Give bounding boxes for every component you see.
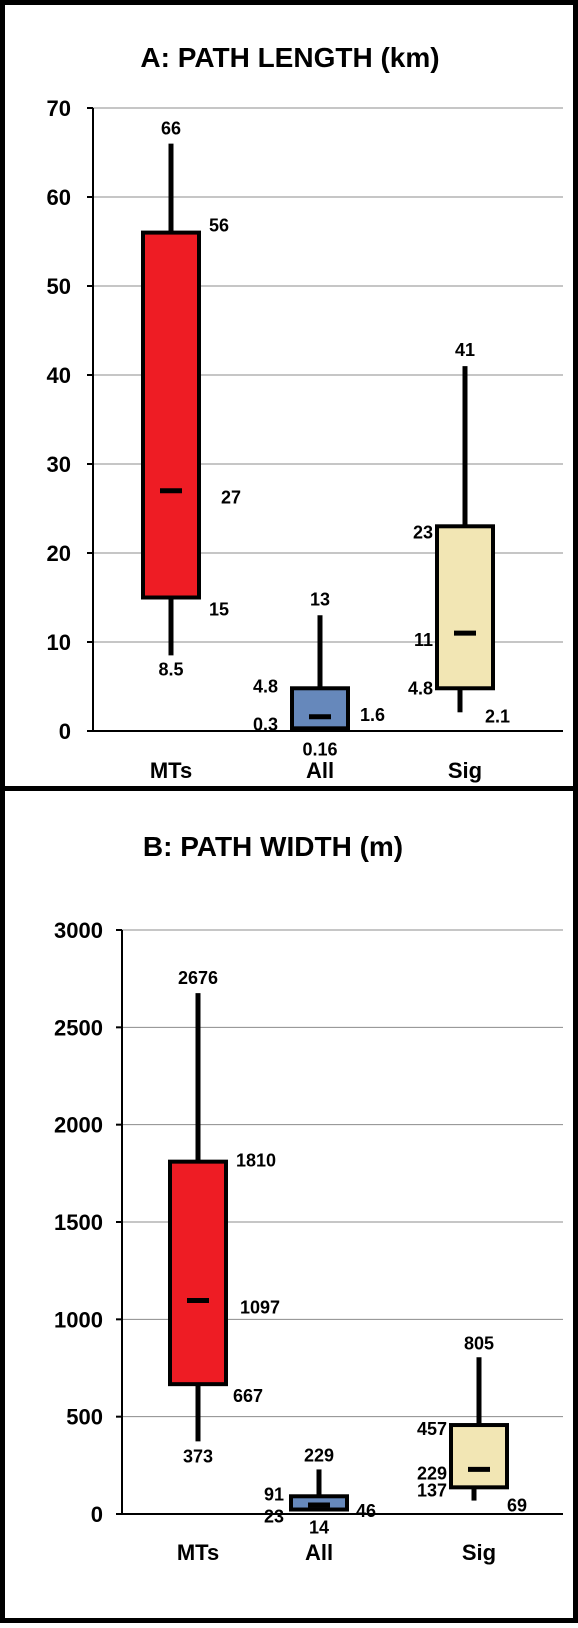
y-tick-label: 50: [47, 274, 71, 299]
x-category-label: Sig: [462, 1540, 496, 1565]
value-label-q3: 23: [413, 522, 433, 542]
y-tick-label: 40: [47, 363, 71, 388]
chart-title: A: PATH LENGTH (km): [140, 42, 439, 73]
value-label-min: 0.16: [302, 740, 337, 760]
value-label-median: 11: [414, 630, 433, 650]
value-label-min: 14: [309, 1517, 329, 1537]
value-label-median: 46: [356, 1501, 376, 1521]
value-label-max: 805: [464, 1333, 494, 1353]
value-label-whisker-low: 373: [183, 1446, 213, 1466]
x-category-label: MTs: [177, 1540, 219, 1565]
value-label-median: 1.6: [360, 705, 385, 725]
value-label-max: 66: [161, 119, 181, 139]
value-label-min: 2.1: [485, 706, 510, 726]
x-category-label: Sig: [448, 758, 482, 783]
value-label-q1: 4.8: [408, 678, 433, 698]
box-iqr: [290, 686, 350, 731]
y-tick-label: 60: [47, 185, 71, 210]
y-tick-label: 0: [91, 1502, 103, 1527]
y-tick-label: 70: [47, 96, 71, 121]
y-tick-label: 500: [66, 1405, 103, 1430]
y-tick-label: 20: [47, 541, 71, 566]
value-label-q3: 56: [209, 216, 229, 236]
box-iqr: [449, 1423, 509, 1490]
chart-panel-path-length: A: PATH LENGTH (km) 0 10 20 30 40 50 60 70 MTs Al…: [0, 0, 578, 812]
value-label-min: 69: [507, 1496, 527, 1516]
y-tick-label: 30: [47, 452, 71, 477]
value-label-q1: 15: [209, 600, 229, 620]
y-tick-label: 2500: [54, 1015, 103, 1040]
value-label-q3: 91: [264, 1484, 284, 1504]
value-label-q3: 457: [417, 1419, 447, 1439]
value-label-whisker-low: 8.5: [158, 659, 183, 679]
x-category-label: All: [306, 758, 334, 783]
y-tick-label: 1000: [54, 1307, 103, 1332]
value-label-max: 13: [310, 589, 330, 609]
y-tick-label: 10: [47, 630, 71, 655]
path-length-chart: A: PATH LENGTH (km) 0 10 20 30 40 50 60 70 MTs Al…: [47, 42, 563, 783]
value-label-max: 229: [304, 1445, 334, 1465]
y-tick-label: 0: [59, 719, 71, 744]
value-label-q1: 667: [233, 1386, 263, 1406]
chart-panel-path-width: B: PATH WIDTH (m) 0 500 1000 1500 2000 2500 30…: [0, 786, 578, 1623]
box-iqr: [141, 230, 201, 600]
chart-title: B: PATH WIDTH (m): [143, 831, 403, 862]
value-label-q3: 1810: [236, 1151, 276, 1171]
value-label-q1: 137: [417, 1480, 447, 1500]
y-tick-label: 2000: [54, 1113, 103, 1138]
value-label-median: 229: [417, 1463, 447, 1483]
value-label-median: 1097: [240, 1297, 280, 1317]
x-category-label: All: [305, 1540, 333, 1565]
value-label-max: 41: [455, 340, 475, 360]
box-iqr: [435, 524, 495, 691]
y-tick-label: 3000: [54, 918, 103, 943]
value-label-max: 2676: [178, 968, 218, 988]
value-label-q1: 0.3: [253, 714, 278, 734]
x-category-label: MTs: [150, 758, 192, 783]
box-iqr: [168, 1159, 228, 1387]
value-label-q3: 4.8: [253, 676, 278, 696]
value-label-q1: 23: [264, 1507, 284, 1527]
y-tick-label: 1500: [54, 1210, 103, 1235]
value-label-median: 27: [221, 488, 241, 508]
path-width-chart: B: PATH WIDTH (m) 0 500 1000 1500 2000 2500 30…: [54, 831, 563, 1565]
